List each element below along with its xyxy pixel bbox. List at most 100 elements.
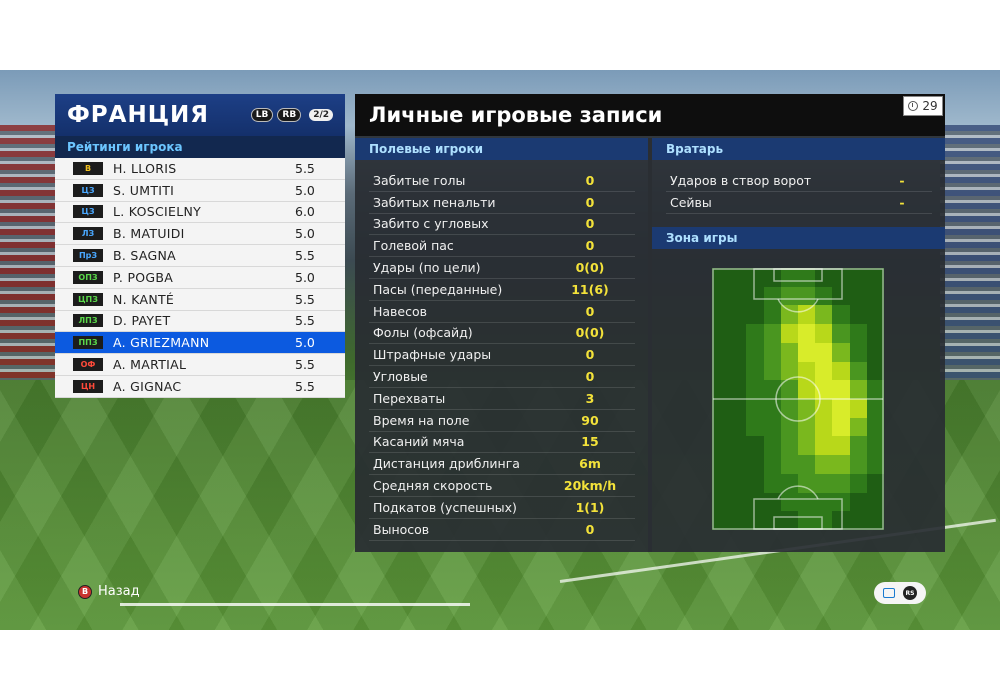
player-row[interactable]: ЛЗ B. MATUIDI 5.0 <box>55 223 345 246</box>
stat-row: Удары (по цели) 0(0) <box>369 257 635 279</box>
player-row[interactable]: ЦЗ L. KOSCIELNY 6.0 <box>55 201 345 224</box>
page-indicator: 2/2 <box>309 109 333 121</box>
heatmap-cell <box>763 492 781 512</box>
heatmap-cell <box>866 417 884 437</box>
heatmap-cell <box>815 473 833 493</box>
goalkeeper-header: Вратарь <box>652 138 945 160</box>
team-name: ФРАНЦИЯ <box>67 102 210 128</box>
back-label: Назад <box>98 584 140 599</box>
heatmap-cell <box>849 342 867 362</box>
heatmap-cell <box>849 380 867 399</box>
rb-button[interactable]: RB <box>277 108 302 122</box>
stat-value: 11(6) <box>571 281 609 297</box>
heatmap-cell <box>763 455 781 474</box>
heatmap-cell <box>798 473 816 493</box>
stat-row: Касаний мяча 15 <box>369 432 635 454</box>
heatmap-cell <box>780 473 798 493</box>
goalkeeper-stat-row: Ударов в створ ворот - <box>666 170 932 192</box>
player-row[interactable]: ЦН A. GIGNAC 5.5 <box>55 375 345 398</box>
heatmap-cell <box>712 492 730 512</box>
rs-key-icon: RS <box>903 586 917 600</box>
stat-row: Средняя скорость 20km/h <box>369 475 635 497</box>
stat-label: Фолы (офсайд) <box>373 325 473 341</box>
clock-icon <box>908 101 919 111</box>
stat-label: Время на поле <box>373 412 470 428</box>
player-row[interactable]: ЛПЗ D. PAYET 5.5 <box>55 310 345 333</box>
heatmap-cell <box>815 324 833 343</box>
heatmap-cell <box>729 324 747 343</box>
heatmap-cell <box>866 398 884 418</box>
heatmap-cell <box>815 342 833 362</box>
stat-value: 0 <box>585 303 595 319</box>
heatmap-cell <box>849 268 867 287</box>
heatmap-cell <box>763 361 781 381</box>
player-row[interactable]: В H. LLORIS 5.5 <box>55 158 345 180</box>
stat-label: Касаний мяча <box>373 434 465 450</box>
heatmap-cell <box>729 511 747 530</box>
player-name: L. KOSCIELNY <box>113 204 202 220</box>
heatmap-cell <box>798 342 816 362</box>
player-row[interactable]: ОФ A. MARTIAL 5.5 <box>55 354 345 376</box>
heatmap-cell <box>849 361 867 381</box>
heatmap-cell <box>712 305 730 325</box>
player-name: N. KANTÉ <box>113 291 175 307</box>
heatmap-cell <box>746 398 764 418</box>
heatmap-cell <box>746 324 764 343</box>
player-row[interactable]: ЦПЗ N. KANTÉ 5.5 <box>55 288 345 311</box>
heatmap-cell <box>763 436 781 456</box>
heatmap-cell <box>798 511 816 530</box>
heatmap-cell <box>729 473 747 493</box>
player-name: B. MATUIDI <box>113 226 185 242</box>
heatmap-cell <box>780 398 798 418</box>
player-row[interactable]: ПрЗ B. SAGNA 5.5 <box>55 245 345 267</box>
stat-label: Навесов <box>373 303 428 319</box>
heatmap-cell <box>780 511 798 530</box>
player-row[interactable]: ЦЗ S. UMTITI 5.0 <box>55 179 345 202</box>
stat-value: 0 <box>585 172 595 188</box>
player-row[interactable]: ППЗ A. GRIEZMANN 5.0 <box>55 332 345 355</box>
player-name: A. GRIEZMANN <box>113 335 210 351</box>
heatmap-cell <box>712 473 730 493</box>
heatmap-cell <box>763 417 781 437</box>
heatmap-cell <box>729 361 747 381</box>
play-zone-header: Зона игры <box>652 227 945 249</box>
position-badge: ПрЗ <box>73 249 103 263</box>
position-badge: ЦЗ <box>73 183 103 197</box>
heatmap-cell <box>712 380 730 399</box>
field-players-header: Полевые игроки <box>355 138 648 160</box>
heatmap-cell <box>849 492 867 512</box>
heatmap-cell <box>729 455 747 474</box>
heatmap-cell <box>763 286 781 306</box>
heatmap-cell <box>832 511 850 530</box>
heatmap-cell <box>746 286 764 306</box>
player-rating: 5.5 <box>295 291 315 307</box>
heatmap-cell <box>849 455 867 474</box>
lb-button[interactable]: LB <box>250 108 274 122</box>
stat-value: - <box>899 194 905 210</box>
heatmap-cell <box>849 324 867 343</box>
player-rating: 5.5 <box>295 313 315 329</box>
chat-button[interactable]: RS <box>874 582 926 604</box>
player-row[interactable]: ОПЗ P. POGBA 5.0 <box>55 266 345 289</box>
stat-label: Штрафные удары <box>373 347 492 363</box>
timer: 29 <box>903 96 943 116</box>
records-title: Личные игровые записи <box>355 94 945 136</box>
heatmap-cell <box>780 286 798 306</box>
heatmap-cell <box>746 473 764 493</box>
heatmap-cell <box>729 398 747 418</box>
stat-row: Перехваты 3 <box>369 388 635 410</box>
heatmap-cell <box>780 305 798 325</box>
stat-label: Подкатов (успешных) <box>373 499 517 515</box>
stat-row: Время на поле 90 <box>369 410 635 432</box>
heatmap-cell <box>798 361 816 381</box>
stat-row: Навесов 0 <box>369 301 635 323</box>
stat-row: Пасы (переданные) 11(6) <box>369 279 635 301</box>
stat-label: Выносов <box>373 521 430 537</box>
heatmap-cell <box>746 436 764 456</box>
position-badge: ЦН <box>73 379 103 393</box>
heatmap-cell <box>798 417 816 437</box>
heatmap-cell <box>815 361 833 381</box>
heatmap-cell <box>866 455 884 474</box>
player-rating: 5.0 <box>295 335 315 351</box>
back-button[interactable]: B Назад <box>78 584 140 599</box>
